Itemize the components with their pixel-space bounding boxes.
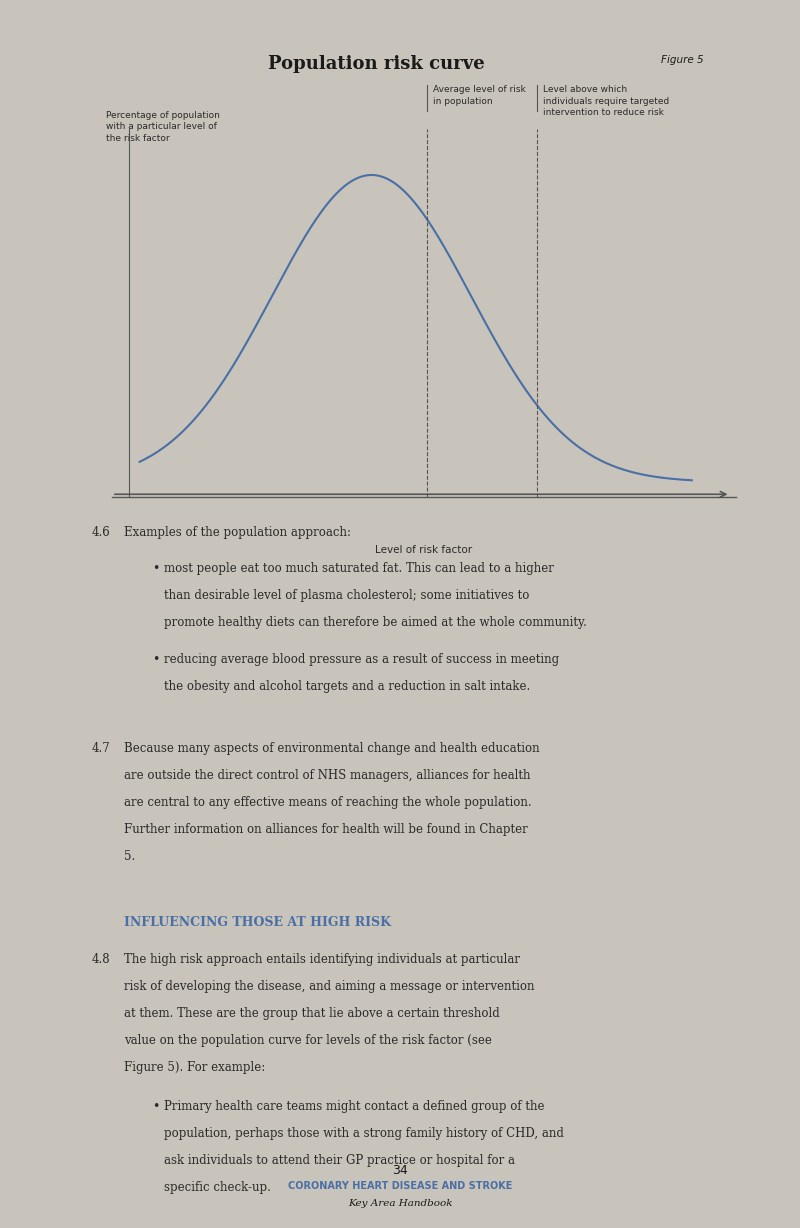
Text: value on the population curve for levels of the risk factor (see: value on the population curve for levels…: [124, 1034, 492, 1047]
Text: than desirable level of plasma cholesterol; some initiatives to: than desirable level of plasma cholester…: [164, 589, 530, 603]
Text: Figure 5). For example:: Figure 5). For example:: [124, 1061, 266, 1074]
Text: Average level of risk
in population: Average level of risk in population: [433, 85, 526, 106]
Text: The high risk approach entails identifying individuals at particular: The high risk approach entails identifyi…: [124, 953, 520, 966]
Text: •: •: [152, 653, 159, 667]
Text: Figure 5: Figure 5: [662, 55, 704, 65]
Text: reducing average blood pressure as a result of success in meeting: reducing average blood pressure as a res…: [164, 653, 559, 667]
Text: 34: 34: [392, 1164, 408, 1178]
Text: Level above which
individuals require targeted
intervention to reduce risk: Level above which individuals require ta…: [543, 85, 670, 118]
Text: •: •: [152, 562, 159, 576]
Text: ask individuals to attend their GP practice or hospital for a: ask individuals to attend their GP pract…: [164, 1154, 515, 1168]
Text: 4.6: 4.6: [92, 526, 110, 539]
Text: risk of developing the disease, and aiming a message or intervention: risk of developing the disease, and aimi…: [124, 980, 534, 993]
Text: Because many aspects of environmental change and health education: Because many aspects of environmental ch…: [124, 742, 540, 755]
Text: promote healthy diets can therefore be aimed at the whole community.: promote healthy diets can therefore be a…: [164, 616, 587, 630]
Text: specific check-up.: specific check-up.: [164, 1181, 271, 1195]
Text: population, perhaps those with a strong family history of CHD, and: population, perhaps those with a strong …: [164, 1127, 564, 1141]
Text: 5.: 5.: [124, 850, 135, 863]
Text: INFLUENCING THOSE AT HIGH RISK: INFLUENCING THOSE AT HIGH RISK: [124, 916, 391, 930]
Text: Examples of the population approach:: Examples of the population approach:: [124, 526, 351, 539]
Text: •: •: [152, 1100, 159, 1114]
Text: Percentage of population
with a particular level of
the risk factor: Percentage of population with a particul…: [106, 111, 220, 144]
Text: 4.8: 4.8: [92, 953, 110, 966]
Text: Further information on alliances for health will be found in Chapter: Further information on alliances for hea…: [124, 823, 528, 836]
Text: CORONARY HEART DISEASE AND STROKE: CORONARY HEART DISEASE AND STROKE: [288, 1181, 512, 1191]
Text: are central to any effective means of reaching the whole population.: are central to any effective means of re…: [124, 796, 532, 809]
Text: Level of risk factor: Level of risk factor: [375, 545, 473, 555]
Text: the obesity and alcohol targets and a reduction in salt intake.: the obesity and alcohol targets and a re…: [164, 680, 530, 694]
Text: are outside the direct control of NHS managers, alliances for health: are outside the direct control of NHS ma…: [124, 769, 530, 782]
Text: 4.7: 4.7: [92, 742, 110, 755]
Text: Primary health care teams might contact a defined group of the: Primary health care teams might contact …: [164, 1100, 545, 1114]
Text: most people eat too much saturated fat. This can lead to a higher: most people eat too much saturated fat. …: [164, 562, 554, 576]
Text: Population risk curve: Population risk curve: [268, 55, 484, 74]
Text: at them. These are the group that lie above a certain threshold: at them. These are the group that lie ab…: [124, 1007, 500, 1020]
Text: Key Area Handbook: Key Area Handbook: [348, 1199, 452, 1207]
